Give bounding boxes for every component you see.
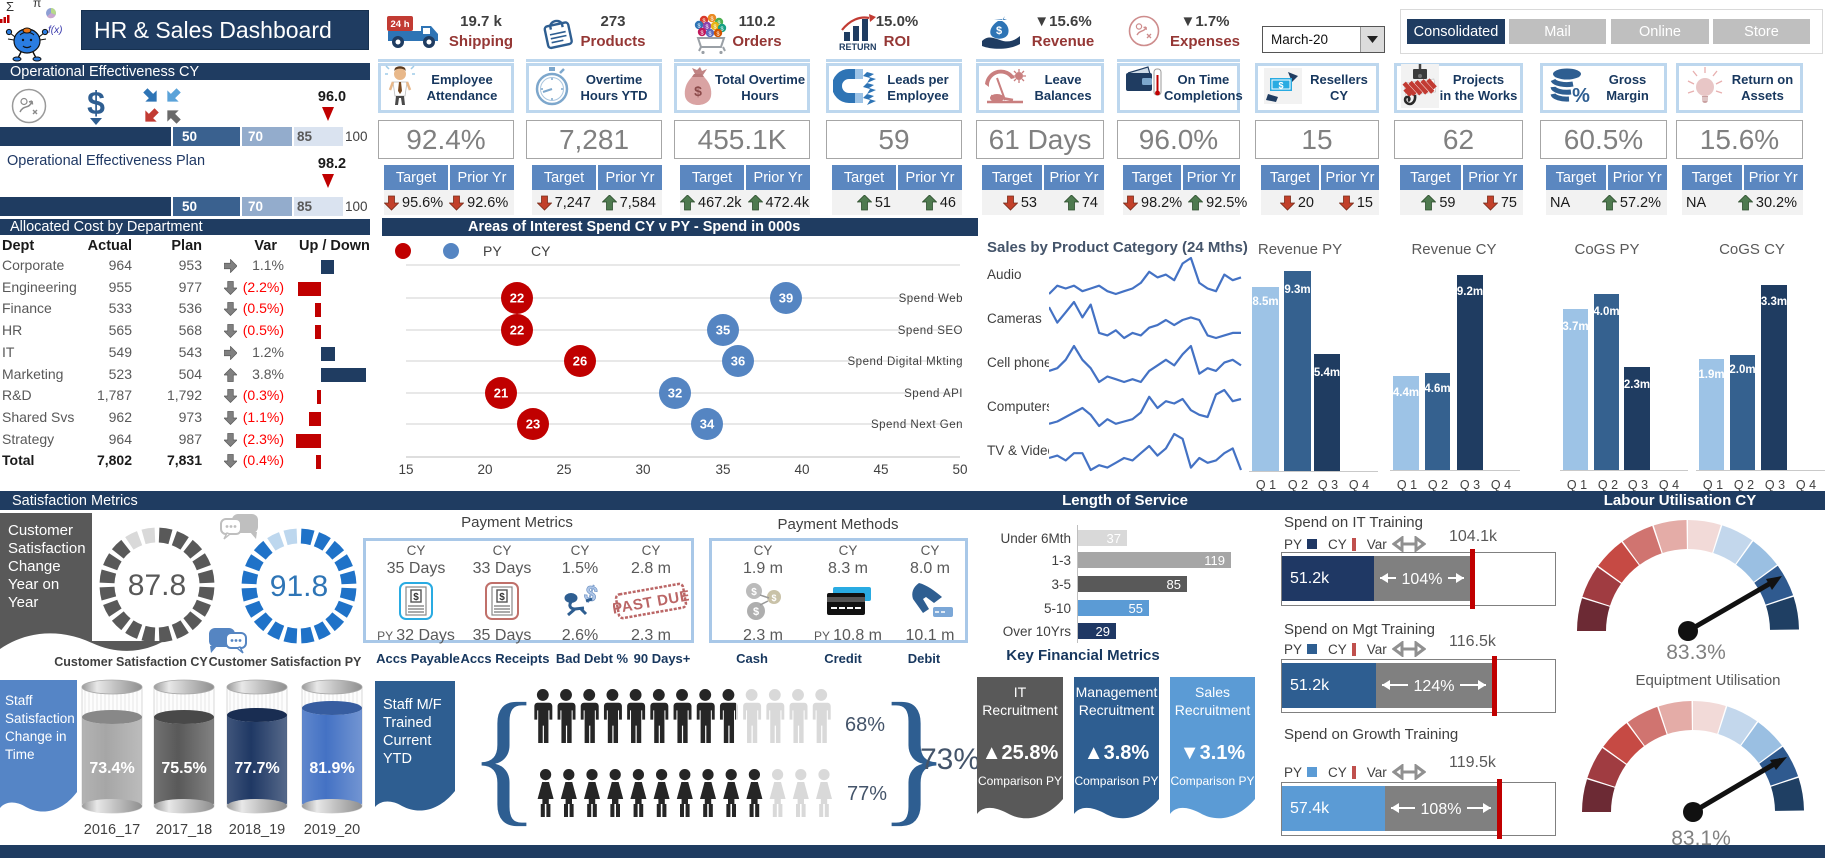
- svg-text:Recruitment: Recruitment: [1175, 702, 1251, 718]
- svg-text:26: 26: [573, 354, 587, 369]
- svg-text:YTD: YTD: [383, 751, 412, 767]
- svg-text:Spend Digital Mkting: Spend Digital Mkting: [848, 356, 963, 368]
- svg-text:124%: 124%: [1414, 678, 1455, 695]
- svg-text:Satisfaction: Satisfaction: [5, 711, 75, 726]
- svg-text:$: $: [716, 32, 719, 38]
- svg-text:Comparison PY: Comparison PY: [1074, 774, 1158, 788]
- svg-text:$: $: [694, 83, 702, 99]
- svg-text:20: 20: [477, 462, 492, 477]
- svg-text:$: $: [720, 27, 723, 33]
- svg-text:Change: Change: [8, 558, 61, 575]
- svg-text:22: 22: [510, 291, 524, 306]
- svg-text:Recruitment: Recruitment: [1079, 702, 1155, 718]
- svg-text:15: 15: [398, 462, 413, 477]
- svg-text:Customer: Customer: [8, 522, 73, 539]
- svg-text:104%: 104%: [1402, 571, 1443, 588]
- svg-text:▼3.1%: ▼3.1%: [1180, 742, 1246, 764]
- svg-text:$: $: [499, 592, 505, 603]
- svg-text:$: $: [581, 581, 600, 607]
- svg-text:32: 32: [668, 386, 682, 401]
- svg-text:75.5%: 75.5%: [161, 760, 206, 777]
- svg-text:91.8: 91.8: [270, 570, 328, 603]
- svg-text:40: 40: [794, 462, 809, 477]
- svg-text:87.8: 87.8: [128, 569, 186, 602]
- svg-text:Year: Year: [8, 594, 38, 611]
- svg-text:Staff M/F: Staff M/F: [383, 697, 442, 713]
- svg-text:$: $: [751, 587, 757, 598]
- svg-text:Σ: Σ: [6, 0, 14, 14]
- svg-text:$: $: [713, 25, 716, 31]
- svg-text:30: 30: [635, 462, 650, 477]
- svg-text:Sales: Sales: [1195, 684, 1230, 700]
- svg-text:Satisfaction: Satisfaction: [8, 540, 86, 557]
- svg-text:Spend Web: Spend Web: [899, 293, 963, 305]
- svg-text:$: $: [705, 25, 708, 31]
- svg-text:73.4%: 73.4%: [89, 760, 134, 777]
- svg-text:$: $: [413, 592, 419, 603]
- svg-text:f(x): f(x): [48, 25, 62, 36]
- svg-text:Spend API: Spend API: [904, 388, 963, 400]
- svg-text:Current: Current: [383, 733, 431, 749]
- svg-text:Spend SEO: Spend SEO: [898, 325, 963, 337]
- svg-text:Recruitment: Recruitment: [982, 702, 1058, 718]
- svg-text:$: $: [771, 593, 776, 603]
- svg-text:$: $: [87, 86, 105, 121]
- svg-text:36: 36: [731, 354, 745, 369]
- svg-text:$: $: [700, 31, 703, 37]
- svg-text:108%: 108%: [1421, 801, 1462, 818]
- svg-text:Staff: Staff: [5, 693, 33, 708]
- svg-text:$: $: [697, 24, 700, 30]
- svg-text:35: 35: [715, 462, 730, 477]
- svg-text:39: 39: [779, 291, 793, 306]
- svg-text:22: 22: [510, 323, 524, 338]
- svg-text:Year on: Year on: [8, 576, 59, 593]
- svg-text:$: $: [1278, 80, 1283, 90]
- svg-text:21: 21: [494, 386, 508, 401]
- svg-text:IT: IT: [1014, 684, 1027, 700]
- svg-text:RETURN: RETURN: [839, 42, 877, 52]
- svg-text:24 h: 24 h: [390, 19, 409, 30]
- svg-text:Spend Next Gen: Spend Next Gen: [871, 419, 963, 431]
- svg-text:Management: Management: [1076, 684, 1158, 700]
- svg-text:25: 25: [556, 462, 571, 477]
- svg-text:PAST DUE: PAST DUE: [613, 587, 689, 617]
- svg-text:π: π: [33, 0, 41, 10]
- svg-text:▲3.8%: ▲3.8%: [1084, 742, 1150, 764]
- svg-text:$: $: [708, 32, 711, 38]
- svg-text:34: 34: [700, 417, 715, 432]
- svg-text:$: $: [702, 19, 705, 25]
- svg-text:23: 23: [526, 417, 540, 432]
- svg-text:$: $: [717, 21, 720, 27]
- svg-text:45: 45: [873, 462, 888, 477]
- svg-text:77.7%: 77.7%: [234, 760, 279, 777]
- svg-text:50: 50: [952, 462, 967, 477]
- svg-text:35: 35: [716, 323, 730, 338]
- svg-text:Time: Time: [5, 747, 35, 762]
- svg-text:Comparison PY: Comparison PY: [978, 774, 1062, 788]
- svg-text:$: $: [996, 25, 1002, 37]
- svg-text:81.9%: 81.9%: [309, 760, 354, 777]
- svg-text:$: $: [753, 606, 759, 618]
- svg-text:Comparison PY: Comparison PY: [1170, 774, 1254, 788]
- svg-text:Trained: Trained: [383, 715, 432, 731]
- svg-text:%: %: [1572, 85, 1590, 106]
- svg-text:▲25.8%: ▲25.8%: [982, 742, 1059, 764]
- svg-text:$: $: [710, 17, 713, 23]
- svg-text:Change in: Change in: [5, 729, 67, 744]
